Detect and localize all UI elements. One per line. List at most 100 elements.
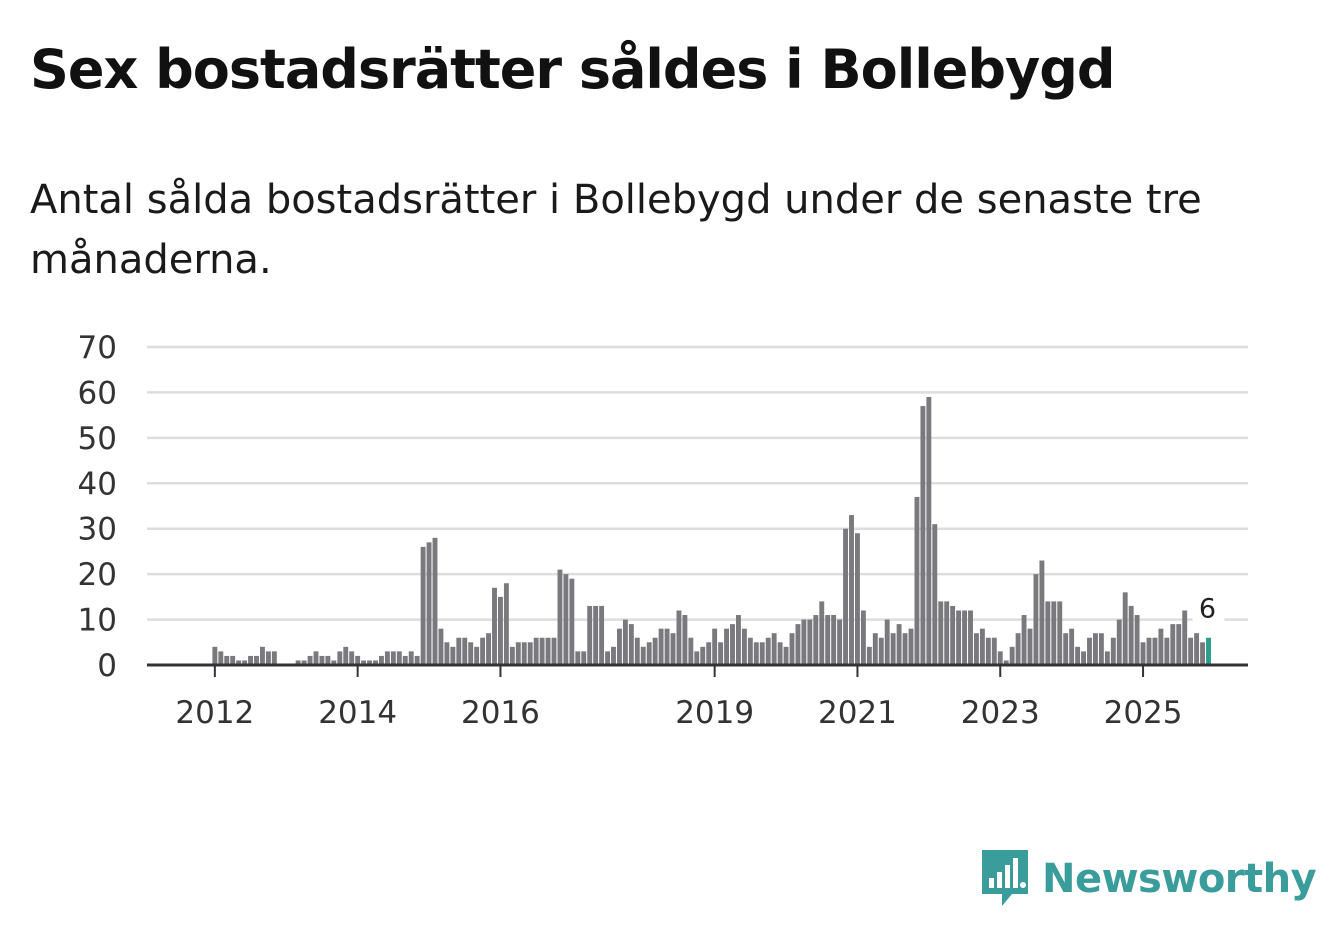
bar [420,546,426,665]
bar [1152,637,1158,665]
bar [402,655,408,665]
bar [349,651,355,665]
bar [801,619,807,665]
bar [450,646,456,665]
y-tick-label: 60 [78,375,117,411]
bar [747,637,753,665]
bar [474,646,480,665]
bar [1093,633,1098,665]
bars [212,396,1211,665]
bar [938,601,944,665]
x-tick-label: 2014 [318,695,397,731]
newsworthy-logo: Newsworthy [980,848,1317,910]
bar [581,651,587,665]
x-axis-ticks: 2012 2014 2016 2019 2021 2023 2025 [175,665,1183,731]
bar [503,583,509,665]
bar [379,655,384,665]
bar [539,637,545,665]
bar [759,642,765,665]
bar [884,619,890,665]
bar [384,651,390,665]
y-axis-ticks: 0 10 20 30 40 50 60 70 [78,330,117,684]
bar [1057,601,1063,665]
bar [968,610,973,665]
bar [1116,619,1122,665]
bar [872,633,878,665]
bar [599,605,605,665]
bar [432,537,438,665]
bar [825,615,831,665]
newsworthy-logo-icon [982,850,1028,906]
bar [242,660,248,665]
bar [545,637,551,665]
data-labels: 6 [1192,587,1225,625]
x-tick-label: 2021 [818,695,897,731]
y-tick-label: 50 [78,421,117,457]
bar [1158,628,1164,665]
y-tick-label: 10 [78,603,117,639]
bar [1087,637,1092,665]
chart-title: Sex bostadsrätter såldes i Bollebygd [30,38,1116,101]
bar [1009,646,1015,665]
bar [676,610,682,665]
bar [1176,624,1182,665]
bar [498,596,503,665]
bar [789,633,795,665]
bar [1045,601,1051,665]
bar [1200,642,1205,665]
bar [1098,633,1104,665]
bar [944,601,950,665]
bar [1063,633,1069,665]
bar [569,578,575,665]
y-tick-label: 70 [78,330,117,366]
bar [337,651,343,665]
bar [831,615,837,665]
bar [860,610,866,665]
bar [622,619,628,665]
bar [670,633,676,665]
bar [1039,560,1045,665]
bar [956,610,962,665]
bar [634,637,640,665]
bar [741,628,747,665]
bar [230,655,236,665]
bar [795,624,801,665]
bar [533,637,539,665]
bar [593,605,599,665]
bar [1146,637,1152,665]
bar [979,628,985,665]
bar [212,646,218,665]
bar [271,651,277,665]
bar [396,651,402,665]
bar [724,628,729,665]
brand-name: Newsworthy [1042,856,1317,902]
bar [486,633,491,665]
bar [248,655,253,665]
bar [1003,660,1009,665]
bar [1015,633,1021,665]
bar [926,396,932,665]
bar [736,615,741,665]
chart-subtitle: Antal sålda bostadsrätter i Bollebygd un… [30,177,1202,283]
bar [438,628,444,665]
bar [628,624,634,665]
bar [718,642,724,665]
bar [664,628,670,665]
bar [355,655,361,665]
bar [908,628,914,665]
bar [254,655,259,665]
bar [706,642,712,665]
bar [997,651,1003,665]
bar [343,646,349,665]
bar [218,651,224,665]
bar [646,642,652,665]
bar [771,633,777,665]
bar [849,515,854,665]
bar [813,615,819,665]
bar [807,619,813,665]
bar [985,637,991,665]
bar [444,642,450,665]
bar [1140,642,1146,665]
x-tick-label: 2025 [1104,695,1183,731]
bar [307,655,313,665]
